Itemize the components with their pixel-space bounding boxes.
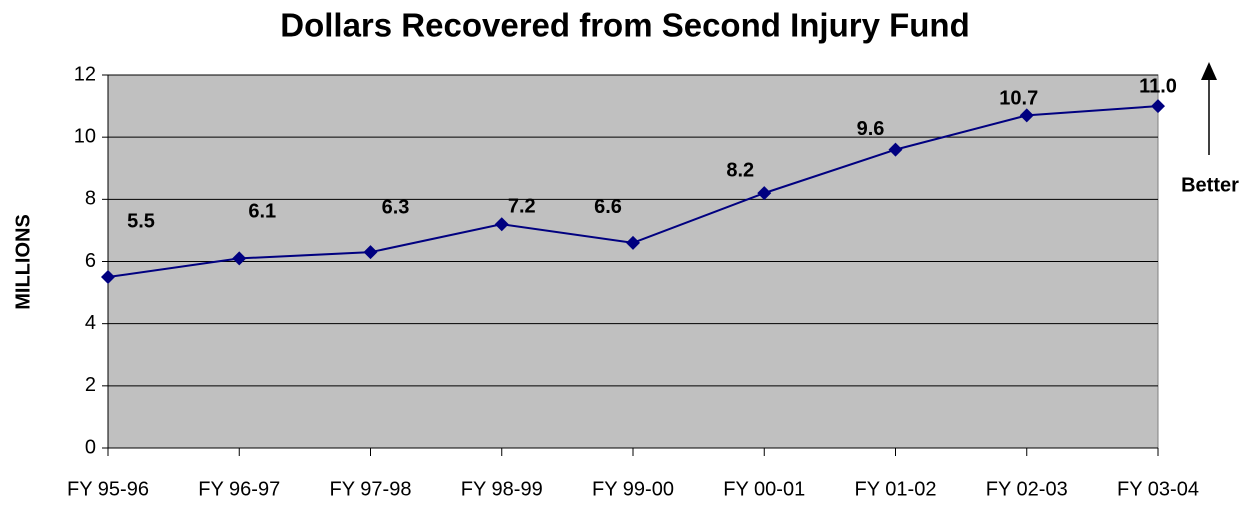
y-tick-label: 4 — [85, 312, 96, 334]
annotation: Better — [1181, 174, 1239, 196]
y-tick-label: 10 — [74, 125, 96, 147]
marker — [494, 217, 509, 232]
y-tick-label: 0 — [85, 436, 96, 458]
data-label: 11.0 — [1139, 75, 1177, 97]
x-tick-label: FY 95-96 — [67, 478, 149, 500]
marker — [101, 270, 115, 285]
y-axis-label: MILLIONS — [12, 214, 34, 310]
data-label: 5.5 — [127, 210, 155, 232]
x-tick-label: FY 01-02 — [855, 478, 937, 500]
marker — [363, 245, 378, 260]
y-tick-label: 2 — [85, 374, 96, 396]
data-label: 8.2 — [726, 159, 754, 181]
chart-title: Dollars Recovered from Second Injury Fun… — [280, 7, 969, 44]
marker — [1019, 108, 1034, 123]
y-tick-label: 12 — [74, 63, 96, 85]
data-label: 9.6 — [857, 118, 885, 140]
y-tick-label: 6 — [85, 250, 96, 272]
x-tick-label: FY 00-01 — [723, 478, 805, 500]
marker — [888, 142, 903, 157]
x-tick-label: FY 96-97 — [198, 478, 280, 500]
data-label: 6.1 — [248, 201, 276, 223]
x-tick-label: FY 03-04 — [1117, 478, 1199, 500]
x-tick-label: FY 97-98 — [330, 478, 412, 500]
marker — [757, 186, 772, 201]
data-label: 10.7 — [999, 88, 1038, 110]
x-tick-label: FY 02-03 — [986, 478, 1068, 500]
marker — [626, 235, 640, 250]
data-label: 6.6 — [594, 196, 622, 218]
marker — [232, 251, 247, 266]
arrow-head — [1201, 62, 1217, 80]
y-tick-label: 8 — [85, 188, 96, 210]
x-tick-label: FY 98-99 — [461, 478, 543, 500]
x-tick-label: FY 99-00 — [592, 478, 674, 500]
marker — [1151, 99, 1165, 114]
data-label: 7.2 — [508, 195, 536, 217]
data-label: 6.3 — [382, 196, 410, 218]
